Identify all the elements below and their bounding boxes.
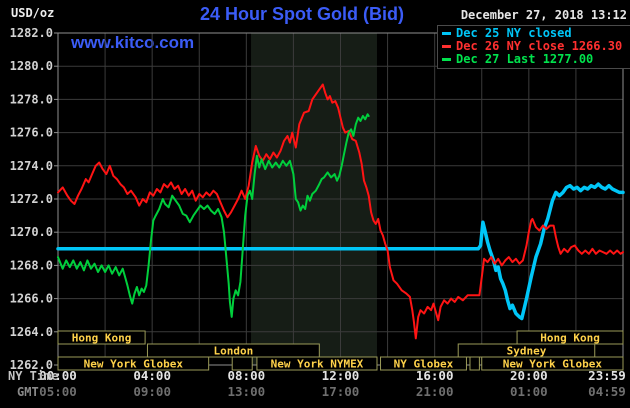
series-line-dec-27-last-1277.00 (57, 113, 370, 318)
session-label: New York Globex (503, 358, 603, 371)
y-axis-tick-label: 1282.0 (10, 26, 53, 40)
session-label: London (214, 345, 254, 358)
series-line-dec-26-ny-close-1266.30 (57, 83, 624, 340)
y-axis-tick-label: 1266.0 (10, 292, 53, 306)
x-axis-gmt-label: 13:00 (228, 384, 266, 399)
legend-label: Dec 27 Last 1277.00 (456, 52, 594, 66)
x-axis-ny-time-label: 20:00 (510, 368, 548, 383)
session-label: Sydney (507, 345, 547, 358)
session-box-hong-kong (57, 330, 146, 345)
y-axis-tick-label: 1268.0 (10, 258, 53, 272)
ny-time-axis-label: NY Time (8, 369, 59, 383)
x-axis-ny-time-label: 16:00 (416, 368, 454, 383)
y-axis-tick-label: 1262.0 (10, 358, 53, 372)
x-axis-ny-time-label: 08:00 (228, 368, 266, 383)
session-label: New York Globex (84, 358, 184, 371)
x-axis-gmt-label: 04:59 (588, 384, 626, 399)
y-axis-tick-label: 1274.0 (10, 159, 53, 173)
y-axis-tick-label: 1276.0 (10, 126, 53, 140)
session-label: NY Globex (394, 358, 454, 371)
legend-dash-icon (442, 45, 451, 48)
gmt-axis-label: GMT (17, 385, 39, 399)
legend-dash-icon (442, 32, 451, 35)
x-axis-gmt-label: 05:00 (39, 384, 77, 399)
x-axis-ny-time-label: 23:59 (588, 368, 626, 383)
session-box-spacer (231, 356, 253, 371)
x-axis-gmt-label: 01:00 (510, 384, 548, 399)
legend-label: Dec 25 NY closed (456, 26, 572, 40)
y-axis-tick-label: 1270.0 (10, 225, 53, 239)
session-label: Hong Kong (540, 332, 600, 345)
session-label: New York NYMEX (271, 358, 364, 371)
x-axis-gmt-label: 09:00 (133, 384, 171, 399)
legend-item-dec25: Dec 25 NY closed (442, 27, 630, 40)
x-axis-gmt-label: 21:00 (416, 384, 454, 399)
y-axis-tick-label: 1272.0 (10, 192, 53, 206)
series-line-dec-25-ny-closed (56, 182, 625, 321)
y-axis-tick-label: 1278.0 (10, 92, 53, 106)
unit-label: USD/oz (11, 6, 55, 20)
kitco-watermark-link[interactable]: www.kitco.com (71, 33, 195, 52)
x-axis-gmt-label: 17:00 (322, 384, 360, 399)
page-title: 24 Hour Spot Gold (Bid) (200, 4, 404, 24)
session-label: Hong Kong (72, 332, 132, 345)
x-axis-ny-time-label: 04:00 (133, 368, 171, 383)
x-axis-ny-time-label: 12:00 (322, 368, 360, 383)
y-axis-tick-label: 1280.0 (10, 59, 53, 73)
y-axis-tick-label: 1264.0 (10, 325, 53, 339)
session-box-ny-globex (380, 356, 467, 371)
legend-label: Dec 26 NY close 1266.30 (456, 39, 623, 53)
legend-item-dec26: Dec 26 NY close 1266.30 (442, 40, 630, 53)
session-box-new-york-globex (481, 356, 624, 371)
session-box-new-york-nymex (256, 356, 378, 371)
chart-legend: Dec 25 NY closed Dec 26 NY close 1266.30… (437, 25, 630, 69)
x-axis-ny-time-label: 00:00 (39, 368, 77, 383)
session-box-spacer (469, 356, 480, 371)
session-box-new-york-globex (57, 356, 210, 371)
timestamp: December 27, 2018 13:12 (460, 8, 627, 22)
legend-dash-icon (442, 58, 451, 61)
legend-item-dec27: Dec 27 Last 1277.00 (442, 53, 630, 66)
